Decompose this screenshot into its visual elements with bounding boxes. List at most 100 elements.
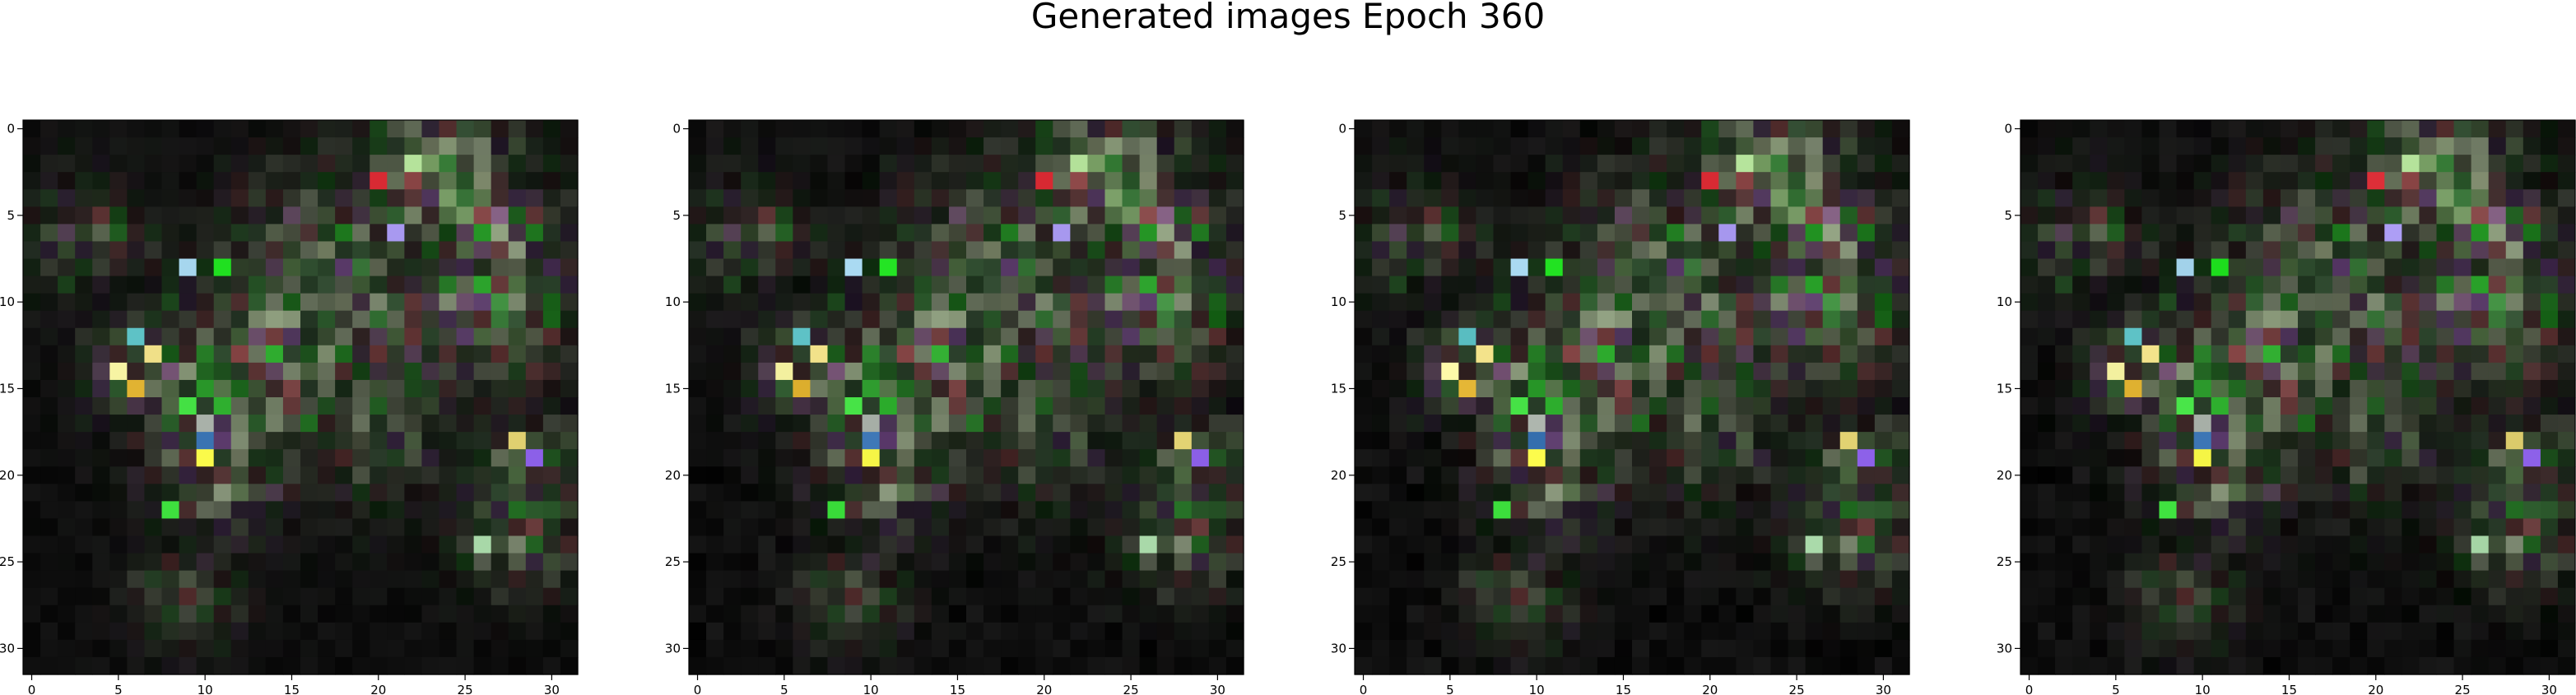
pixel-cell <box>862 553 881 572</box>
pixel-cell <box>2159 466 2178 484</box>
pixel-cell <box>896 224 915 243</box>
pixel-cell <box>1225 276 1244 294</box>
pixel-cell <box>810 415 829 433</box>
pixel-cell <box>2072 327 2090 346</box>
pixel-cell <box>1122 397 1141 415</box>
pixel-cell <box>265 241 284 260</box>
pixel-cell <box>404 224 423 243</box>
pixel-cell <box>2367 535 2385 554</box>
pixel-cell <box>40 137 58 155</box>
pixel-cell <box>1597 415 1616 433</box>
pixel-cell <box>473 449 492 467</box>
pixel-cell <box>491 155 509 173</box>
pixel-cell <box>1839 484 1858 502</box>
pixel-cell <box>775 397 793 415</box>
pixel-cell <box>1805 622 1824 641</box>
pixel-cell <box>1632 605 1650 623</box>
pixel-cell <box>1545 206 1564 225</box>
pixel-cell <box>248 379 267 398</box>
pixel-cell <box>370 120 388 138</box>
pixel-cell <box>387 570 405 589</box>
pixel-cell <box>560 206 579 225</box>
pixel-cell <box>1805 484 1824 502</box>
pixel-cell <box>1822 137 1841 155</box>
pixel-cell <box>2020 415 2039 433</box>
pixel-cell <box>1407 639 1425 658</box>
pixel-cell <box>2090 258 2108 277</box>
pixel-cell <box>2436 570 2455 589</box>
pixel-cell <box>1389 466 1407 484</box>
pixel-cell <box>966 622 984 641</box>
pixel-cell <box>1667 362 1685 381</box>
pixel-cell <box>966 345 984 364</box>
pixel-cell <box>1156 397 1175 415</box>
pixel-cell <box>2193 535 2212 554</box>
pixel-cell <box>1156 432 1175 450</box>
pixel-cell <box>879 605 898 623</box>
pixel-cell <box>491 501 509 520</box>
pixel-cell <box>318 397 336 415</box>
pixel-cell <box>2557 622 2576 641</box>
pixel-cell <box>2280 570 2299 589</box>
pixel-cell <box>2419 120 2438 138</box>
pixel-cell <box>1597 276 1616 294</box>
pixel-cell <box>1070 484 1089 502</box>
pixel-cell <box>2488 172 2507 190</box>
pixel-cell <box>2505 327 2524 346</box>
pixel-cell <box>931 189 950 207</box>
pixel-cell <box>456 587 475 606</box>
pixel-cell <box>230 432 249 450</box>
pixel-cell <box>1018 379 1036 398</box>
pixel-cell <box>1122 379 1141 398</box>
pixel-cell <box>1441 155 1459 173</box>
pixel-cell <box>1476 224 1495 243</box>
pixel-cell <box>1407 553 1425 572</box>
pixel-cell <box>1527 553 1546 572</box>
pixel-cell <box>1839 622 1858 641</box>
pixel-cell <box>1139 397 1158 415</box>
pixel-cell <box>2332 293 2350 312</box>
pixel-cell <box>862 276 881 294</box>
pixel-cell <box>2262 432 2281 450</box>
pixel-cell <box>300 120 319 138</box>
pixel-cell <box>914 155 932 173</box>
pixel-cell <box>1857 137 1876 155</box>
pixel-cell <box>1001 397 1019 415</box>
pixel-cell <box>1208 449 1227 467</box>
pixel-cell <box>1597 605 1616 623</box>
pixel-cell <box>1035 293 1053 312</box>
pixel-cell <box>1355 570 1373 589</box>
pixel-cell <box>2402 622 2420 641</box>
pixel-cell <box>2402 327 2420 346</box>
pixel-cell <box>2228 327 2247 346</box>
pixel-cell <box>144 345 163 364</box>
pixel-cell <box>1407 345 1425 364</box>
pixel-cell <box>1805 327 1824 346</box>
pixel-cell <box>896 397 915 415</box>
pixel-cell <box>2298 155 2316 173</box>
pixel-cell <box>370 379 388 398</box>
pixel-cell <box>2193 155 2212 173</box>
pixel-cell <box>966 293 984 312</box>
pixel-cell <box>1805 189 1824 207</box>
pixel-cell <box>1070 379 1089 398</box>
pixel-cell <box>439 415 458 433</box>
pixel-cell <box>2159 120 2178 138</box>
pixel-cell <box>1545 415 1564 433</box>
pixel-cell <box>2557 553 2576 572</box>
pixel-cell <box>179 327 198 346</box>
pixel-cell <box>508 172 527 190</box>
pixel-cell <box>1510 449 1529 467</box>
pixel-cell <box>1891 622 1910 641</box>
pixel-cell <box>2038 535 2056 554</box>
pixel-cell <box>1736 345 1755 364</box>
pixel-cell <box>2107 449 2125 467</box>
pixel-cell <box>948 155 967 173</box>
pixel-cell <box>213 327 232 346</box>
pixel-cell <box>2436 484 2455 502</box>
pixel-cell <box>1701 518 1719 537</box>
pixel-cell <box>2090 293 2108 312</box>
pixel-cell <box>2176 484 2195 502</box>
pixel-cell <box>300 587 319 606</box>
y-tick-label: 5 <box>1338 208 1346 223</box>
